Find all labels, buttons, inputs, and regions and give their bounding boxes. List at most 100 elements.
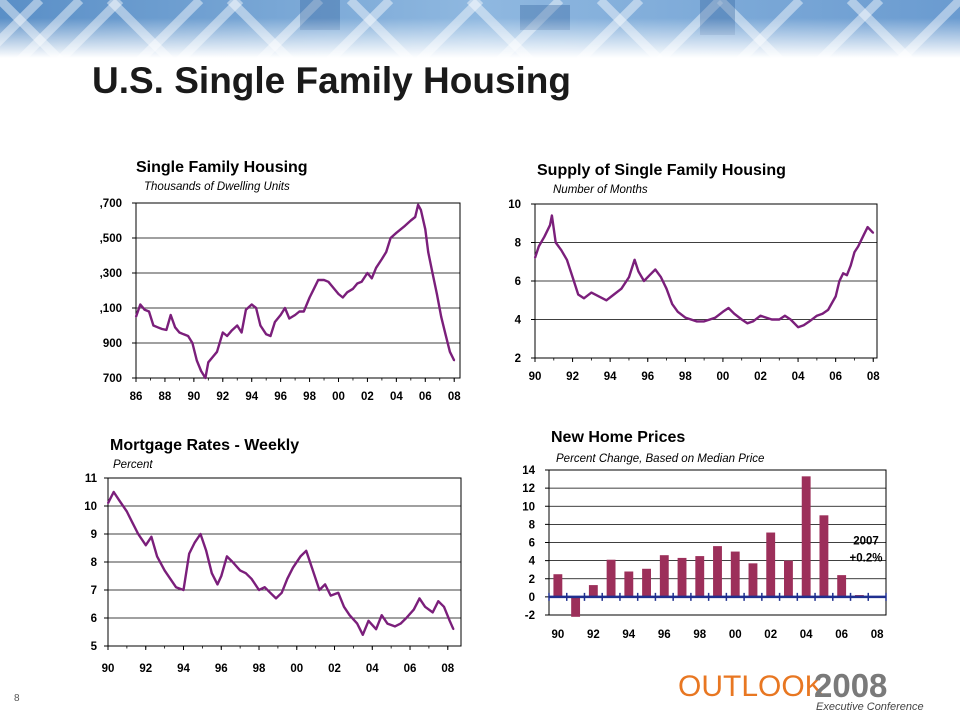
x-tick-label: 04: [792, 371, 805, 383]
bar: [588, 585, 598, 597]
data-point: [269, 335, 272, 337]
data-point: [560, 249, 563, 252]
data-point: [431, 611, 434, 614]
x-tick-label: 92: [139, 663, 152, 675]
data-point: [389, 237, 392, 239]
chart-title: Mortgage Rates - Weekly: [110, 437, 299, 454]
data-point: [537, 245, 540, 248]
data-point: [323, 279, 325, 281]
y-tick-label: 5: [91, 641, 98, 653]
new-home-prices-chart: New Home Prices Percent Change, Based on …: [522, 429, 887, 641]
y-tick-label: 700: [103, 373, 122, 385]
x-tick-label: 92: [216, 391, 229, 403]
data-point: [765, 316, 768, 319]
x-tick-label: 96: [658, 629, 671, 641]
y-tick-label: 1,300: [100, 268, 122, 280]
data-point: [236, 324, 239, 327]
chart-subtitle: Percent: [113, 459, 153, 471]
data-point: [367, 619, 370, 622]
data-point: [284, 307, 286, 309]
data-point: [327, 280, 330, 283]
data-point: [226, 555, 228, 558]
bar: [624, 571, 634, 597]
x-tick-label: 92: [566, 371, 579, 383]
data-point: [375, 266, 378, 269]
y-tick-label: 10: [508, 199, 521, 211]
data-point: [230, 329, 233, 332]
annotation-value: +0.2%: [850, 553, 883, 565]
data-point: [324, 583, 326, 586]
y-tick-label: 1,100: [100, 303, 122, 315]
data-point: [178, 331, 181, 334]
data-point: [370, 277, 373, 280]
data-point: [269, 591, 272, 594]
data-point: [440, 315, 443, 318]
data-point: [605, 299, 608, 302]
x-tick-label: 98: [253, 663, 266, 675]
data-point: [150, 535, 153, 538]
chart-single-family-housing: Single Family Housing Thousands of Dwelli…: [93, 150, 480, 410]
series-line: [106, 490, 455, 636]
y-tick-label: 6: [515, 276, 521, 288]
data-point: [288, 317, 291, 320]
data-point: [308, 296, 311, 299]
data-point: [453, 359, 456, 362]
x-tick-label: 90: [102, 663, 115, 675]
data-point: [676, 310, 679, 313]
bar: [837, 575, 847, 597]
data-point: [571, 276, 574, 279]
data-point: [240, 331, 243, 334]
data-point: [437, 600, 440, 603]
x-tick-label: 86: [130, 391, 143, 403]
x-tick-label: 96: [215, 663, 228, 675]
data-point: [298, 310, 301, 313]
data-point: [405, 617, 408, 619]
data-point: [827, 308, 830, 311]
data-point: [770, 318, 773, 321]
data-point: [427, 251, 430, 253]
data-point: [156, 326, 159, 329]
data-point: [144, 544, 147, 547]
outlook-2008-logo: OUTLOOK 2008 Executive Conference: [676, 664, 926, 714]
chart-title: Supply of Single Family Housing: [537, 162, 786, 179]
data-point: [265, 333, 268, 336]
data-point: [838, 280, 841, 282]
data-point: [637, 270, 640, 273]
x-tick-label: 88: [159, 391, 172, 403]
data-point: [654, 268, 657, 271]
chart-mortgage-rates: Mortgage Rates - Weekly Percent 11 10 9 8 7 6 5 9…: [75, 428, 475, 678]
data-point: [722, 310, 724, 313]
data-point: [375, 628, 377, 631]
data-point: [286, 577, 289, 580]
data-point: [259, 324, 262, 327]
data-point: [263, 586, 266, 589]
data-point: [740, 318, 743, 321]
chart-title: Single Family Housing: [136, 159, 308, 176]
data-point: [356, 622, 359, 625]
x-tick-label: 96: [641, 371, 654, 383]
data-point: [727, 307, 730, 309]
data-point: [797, 326, 799, 329]
x-tick-label: 04: [800, 629, 813, 641]
annotation-year: 2007: [853, 535, 879, 547]
y-tick-label: 10: [84, 501, 97, 513]
data-point: [292, 566, 294, 569]
data-point: [239, 569, 242, 572]
mortgage-rates-chart: Mortgage Rates - WeeklyPercent1110987659…: [84, 437, 462, 675]
data-point: [597, 295, 600, 298]
data-point: [395, 231, 398, 234]
chart-supply-single-family: Supply of Single Family Housing Number of…: [495, 155, 890, 400]
data-point: [394, 625, 396, 628]
data-point: [310, 566, 313, 569]
data-point: [399, 622, 402, 625]
data-point: [566, 258, 568, 261]
data-point: [665, 287, 668, 290]
y-tick-label: -2: [525, 610, 535, 622]
y-tick-label: 4: [515, 315, 522, 327]
data-point: [207, 361, 210, 364]
data-point: [187, 335, 189, 337]
data-point: [789, 318, 792, 321]
data-point: [815, 314, 818, 317]
data-point: [348, 614, 351, 617]
data-point: [690, 318, 692, 321]
